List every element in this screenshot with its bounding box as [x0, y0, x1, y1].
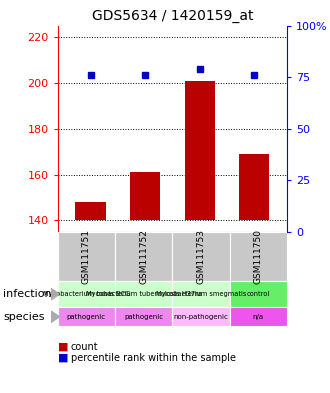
Bar — [58, 281, 115, 307]
Text: pathogenic: pathogenic — [124, 314, 163, 320]
Bar — [115, 281, 173, 307]
Text: control: control — [247, 291, 270, 297]
Text: non-pathogenic: non-pathogenic — [174, 314, 229, 320]
Bar — [115, 307, 173, 326]
Bar — [58, 232, 115, 281]
Text: GSM111751: GSM111751 — [82, 229, 91, 284]
Text: percentile rank within the sample: percentile rank within the sample — [71, 353, 236, 363]
Title: GDS5634 / 1420159_at: GDS5634 / 1420159_at — [92, 9, 253, 23]
Text: ■: ■ — [58, 353, 68, 363]
Bar — [173, 281, 230, 307]
Text: GSM111753: GSM111753 — [197, 229, 206, 284]
Bar — [173, 232, 230, 281]
Bar — [76, 202, 106, 220]
Bar — [173, 307, 230, 326]
Text: pathogenic: pathogenic — [67, 314, 106, 320]
Bar — [230, 232, 287, 281]
Text: GSM111752: GSM111752 — [139, 229, 148, 284]
Bar — [185, 81, 215, 220]
Text: Mycobacterium smegmatis: Mycobacterium smegmatis — [156, 291, 246, 297]
Bar — [130, 172, 160, 220]
Text: species: species — [3, 312, 45, 322]
Bar — [230, 307, 287, 326]
Polygon shape — [51, 311, 59, 322]
Text: count: count — [71, 342, 99, 352]
Bar — [58, 307, 115, 326]
Text: Mycobacterium bovis BCG: Mycobacterium bovis BCG — [43, 291, 130, 297]
Text: infection: infection — [3, 289, 52, 299]
Text: GSM111750: GSM111750 — [254, 229, 263, 284]
Text: Mycobacterium tuberculosis H37ra: Mycobacterium tuberculosis H37ra — [86, 291, 202, 297]
Bar — [115, 232, 173, 281]
Text: ■: ■ — [58, 342, 68, 352]
Polygon shape — [51, 288, 59, 300]
Text: n/a: n/a — [253, 314, 264, 320]
Bar — [230, 281, 287, 307]
Bar — [239, 154, 269, 220]
